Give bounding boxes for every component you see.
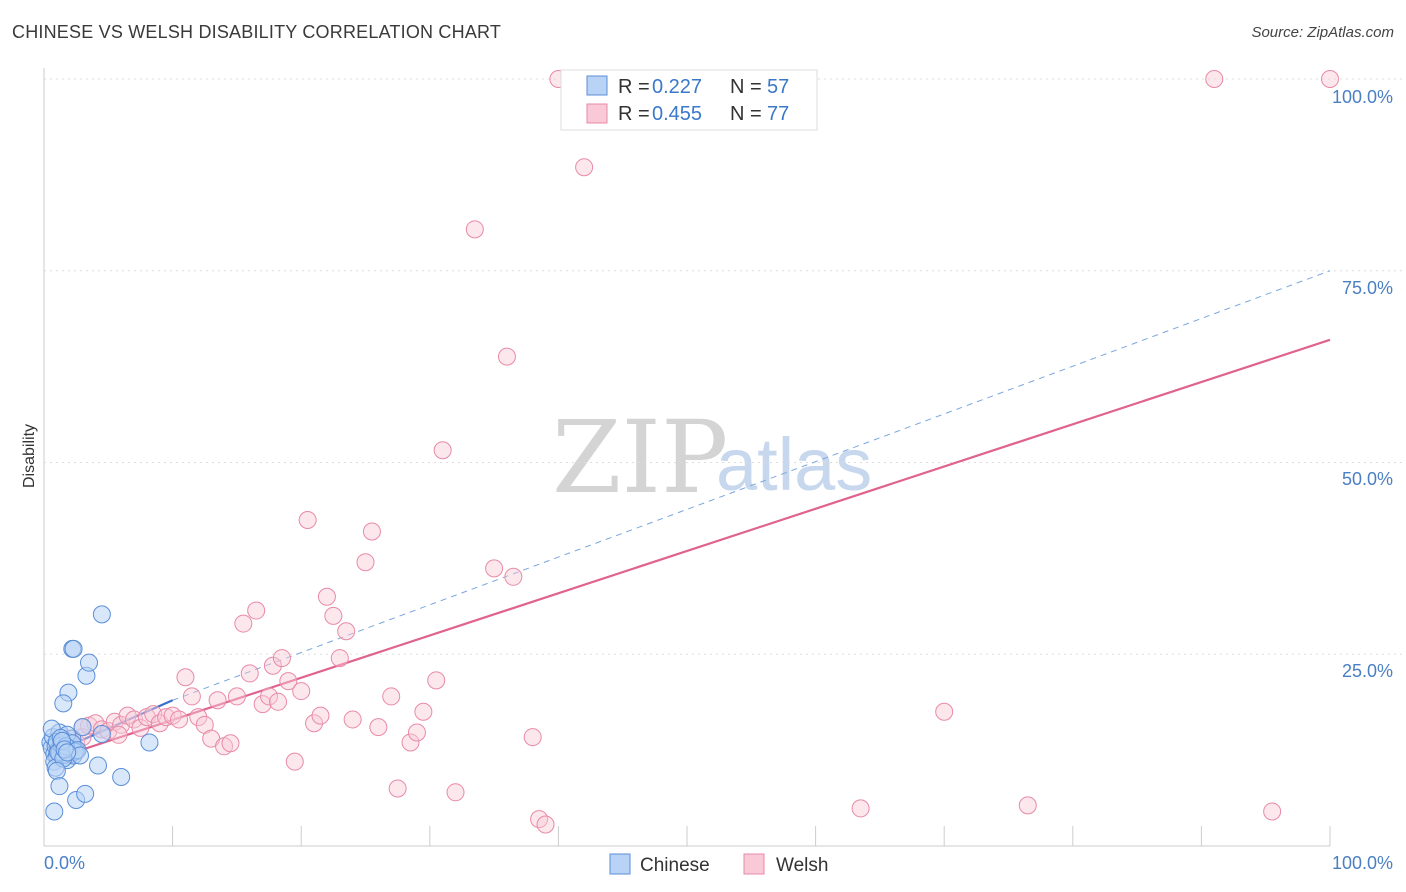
chinese-point [58,743,77,762]
legend-n-label-welsh: N = [730,103,762,125]
legend-r-value-welsh: 0.455 [652,103,702,125]
welsh-point [1205,70,1224,88]
legend-r-label-chinese: R = [618,76,650,98]
chinese-point [140,733,159,752]
welsh-point [1321,70,1339,88]
welsh-point [407,723,426,742]
legend: R = 0.227 N = 57 R = 0.455 N = 77 [560,69,818,131]
x-tick-label-0: 0.0% [44,853,85,873]
y-tick-label-50: 50.0% [1342,469,1393,489]
chinese-point [47,761,66,780]
welsh-point [497,347,516,366]
welsh-point [298,511,317,530]
welsh-point [182,687,201,706]
welsh-point [285,752,304,771]
chinese-trend-extension [172,270,1331,701]
welsh-point [575,158,594,177]
legend-n-label-chinese: N = [730,76,762,98]
legend-swatch-chinese [586,75,608,96]
chinese-point [89,756,108,775]
welsh-point [446,783,465,802]
welsh-point [433,441,452,460]
welsh-point [189,708,208,727]
welsh-point [504,567,523,586]
y-axis-label: Disability [21,424,38,488]
welsh-point [234,614,253,633]
bottom-legend-swatch-chinese [609,853,631,875]
welsh-point [253,695,272,714]
welsh-point [536,815,555,834]
welsh-point [337,622,356,641]
welsh-point [170,710,189,729]
welsh-point [369,718,388,737]
legend-r-label-welsh: R = [618,103,650,125]
welsh-point [305,714,324,733]
welsh-point [221,734,240,753]
welsh-point [227,687,246,706]
welsh-point [324,606,343,625]
watermark-zip: ZIP [552,399,728,516]
welsh-point [269,692,288,711]
welsh-point [317,587,336,606]
welsh-point [401,733,420,752]
legend-swatch-welsh [586,103,608,124]
chart-title: CHINESE VS WELSH DISABILITY CORRELATION … [12,22,502,42]
welsh-point [292,682,311,701]
welsh-point [176,668,195,687]
chinese-point [92,725,111,744]
welsh-point [343,710,362,729]
bottom-legend-label-chinese: Chinese [640,855,710,876]
welsh-point [356,553,375,572]
welsh-point [523,728,542,747]
welsh-point [240,664,259,683]
welsh-point [362,522,381,541]
welsh-point [485,559,504,578]
welsh-point [382,687,401,706]
chinese-point [54,694,73,713]
y-tick-label-25: 25.0% [1342,661,1393,681]
chinese-point [80,653,99,672]
bottom-legend: Chinese Welsh [609,853,828,876]
welsh-point [414,702,433,721]
bottom-legend-label-welsh: Welsh [776,855,828,876]
chinese-point [64,639,83,658]
data-points [41,70,1339,834]
welsh-point [272,649,291,668]
chinese-point [73,718,92,737]
x-tick-label-100: 100.0% [1332,853,1393,873]
legend-n-value-chinese: 57 [767,76,789,98]
welsh-point [260,687,279,706]
welsh-point [427,671,446,690]
chinese-point [92,605,111,624]
welsh-point [330,649,349,668]
x-tick-marks [172,826,1331,846]
chinese-point [50,777,69,796]
chinese-point [112,767,131,786]
welsh-point [131,718,150,737]
welsh-point [851,799,870,818]
y-tick-label-100: 100.0% [1332,87,1393,107]
welsh-point [263,656,282,675]
source-label: Source: ZipAtlas.com [1251,24,1394,41]
welsh-point [311,706,330,725]
legend-r-value-chinese: 0.227 [652,76,702,98]
y-tick-label-75: 75.0% [1342,278,1393,298]
welsh-point [279,672,298,691]
chinese-point [45,802,64,821]
bottom-legend-swatch-welsh [743,853,765,875]
chinese-point [76,784,95,803]
welsh-point [465,220,484,239]
welsh-point [109,725,128,744]
welsh-point [935,702,954,721]
welsh-point [388,779,407,798]
watermark-atlas: atlas [716,423,872,506]
legend-n-value-welsh: 77 [767,103,789,125]
welsh-point [1018,796,1037,815]
welsh-point [1263,802,1282,821]
welsh-point [247,601,266,620]
welsh-point [208,691,227,710]
grid-lines [44,78,1406,655]
